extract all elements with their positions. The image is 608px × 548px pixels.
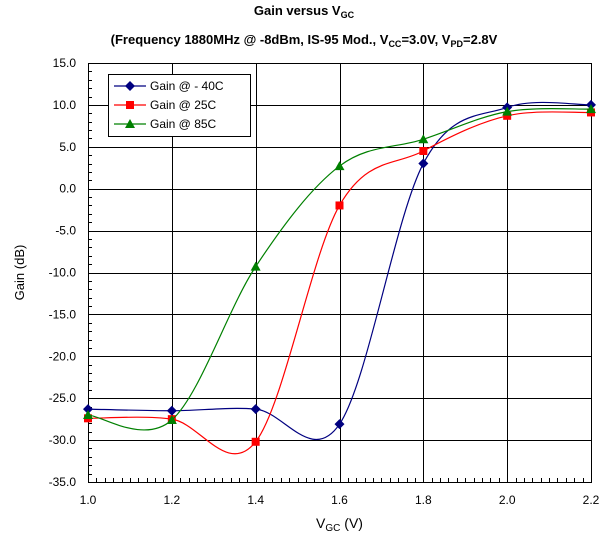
- chart-subtitle: (Frequency 1880MHz @ -8dBm, IS-95 Mod., …: [111, 32, 498, 49]
- series-3: [83, 104, 596, 431]
- x-tick-label: 1.0: [80, 493, 97, 507]
- y-tick-label: -25.0: [49, 391, 77, 405]
- data-point: [419, 146, 428, 155]
- y-tick-labels: 15.0 10.0 5.0 0.0 -5.0 -10.0 -15.0 -20.0 -25.0 -3…: [49, 56, 77, 489]
- legend-item: Gain @ - 40C: [114, 79, 224, 93]
- data-point: [83, 409, 93, 419]
- y-tick-label: -30.0: [49, 433, 77, 447]
- x-axis-label: VGC (V): [316, 515, 363, 534]
- data-point: [251, 437, 260, 446]
- legend-label: Gain @ - 40C: [150, 79, 224, 93]
- plot-border: [88, 63, 592, 483]
- x-tick-label: 1.6: [331, 493, 348, 507]
- legend-label: Gain @ 85C: [150, 117, 217, 131]
- y-tick-label: 10.0: [53, 98, 77, 112]
- y-tick-label: -20.0: [49, 349, 77, 363]
- data-point: [418, 158, 429, 169]
- data-point: [334, 419, 345, 430]
- data-point: [250, 261, 261, 271]
- data-point: [418, 134, 429, 144]
- data-point: [503, 111, 512, 120]
- x-tick-labels: 1.0 1.2 1.4 1.6 1.8 2.0 2.2: [80, 493, 600, 507]
- legend-marker: [125, 81, 135, 91]
- x-tick-label: 1.8: [415, 493, 432, 507]
- x-tick-label: 1.2: [163, 493, 180, 507]
- legend-item: Gain @ 25C: [114, 98, 217, 112]
- data-point: [166, 414, 177, 424]
- x-tick-label: 1.4: [247, 493, 264, 507]
- data-point: [250, 404, 261, 415]
- legend-marker: [125, 119, 135, 128]
- legend: Gain @ - 40C Gain @ 25C Gain @ 85C: [108, 74, 251, 137]
- y-axis-label: Gain (dB): [12, 245, 27, 301]
- data-point: [334, 161, 345, 171]
- data-point: [335, 201, 344, 210]
- data-point: [502, 106, 513, 116]
- legend-marker: [126, 101, 134, 109]
- y-tick-label: -5.0: [55, 224, 76, 238]
- y-tick-label: -10.0: [49, 266, 77, 280]
- chart-title: Gain versus VGC: [254, 3, 355, 20]
- x-tick-label: 2.2: [583, 493, 600, 507]
- data-point: [586, 104, 596, 114]
- legend-label: Gain @ 25C: [150, 98, 217, 112]
- y-tick-label: 0.0: [59, 182, 76, 196]
- x-tick-label: 2.0: [499, 493, 516, 507]
- y-tick-label: -15.0: [49, 307, 77, 321]
- data-point: [166, 405, 177, 416]
- y-tick-label: -35.0: [49, 475, 77, 489]
- y-tick-label: 5.0: [59, 140, 76, 154]
- legend-item: Gain @ 85C: [114, 117, 217, 131]
- data-point: [83, 404, 93, 415]
- series-line: [87, 101, 592, 440]
- y-tick-label: 15.0: [53, 56, 77, 70]
- series-1: [83, 99, 596, 440]
